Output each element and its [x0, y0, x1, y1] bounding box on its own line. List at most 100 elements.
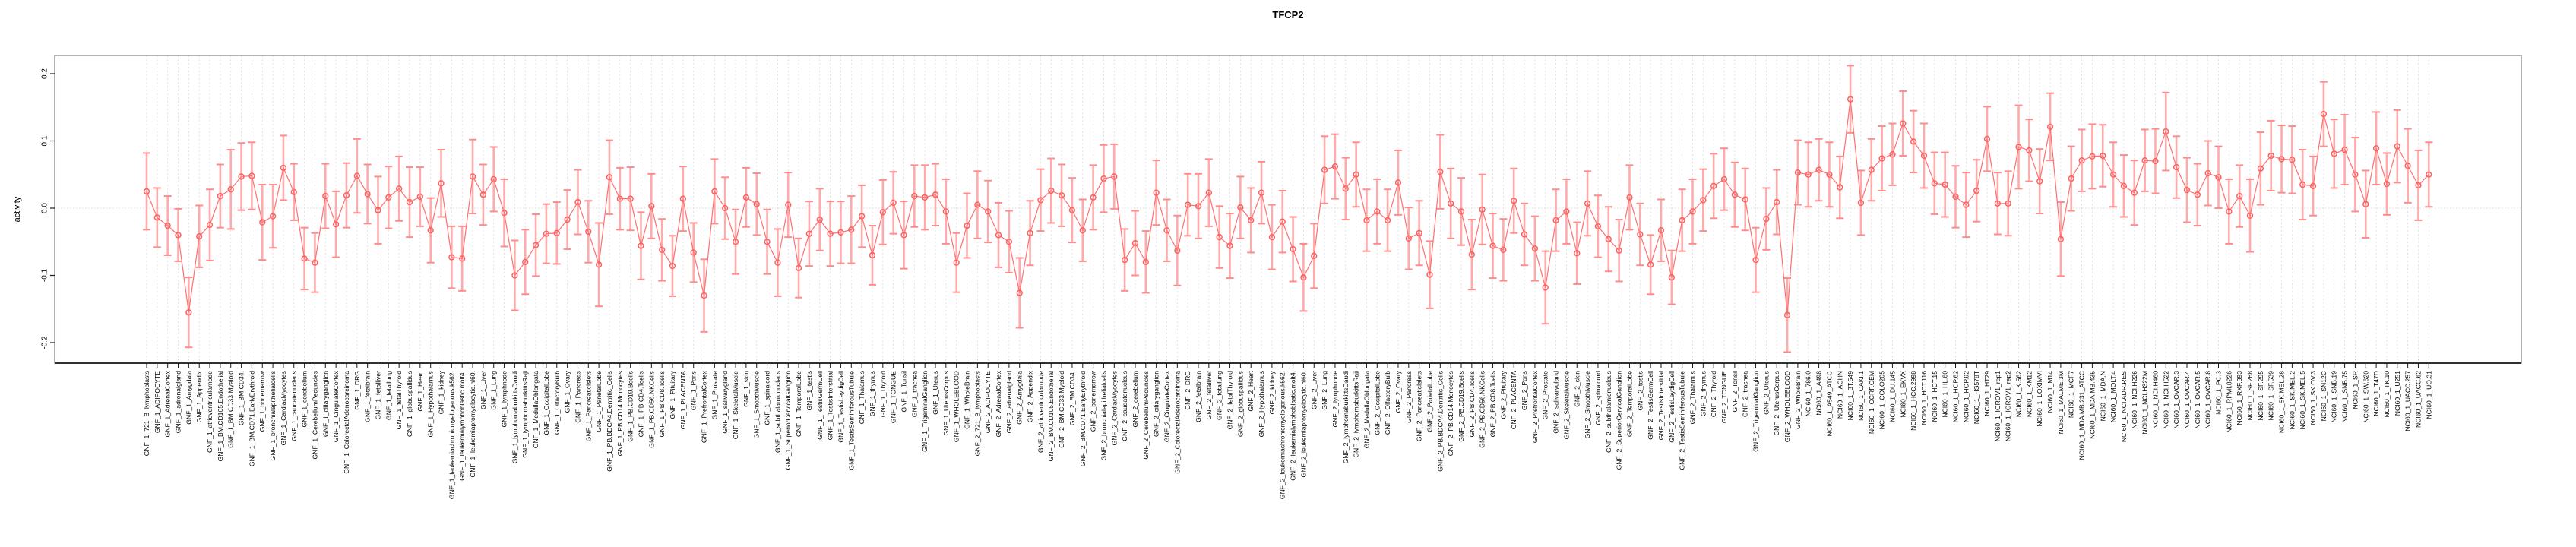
data-point-marker — [1027, 229, 1033, 236]
x-tick-label: NCI60_1_RXF.393 — [2236, 371, 2243, 425]
data-point-marker — [2204, 169, 2211, 177]
data-point-marker — [1616, 247, 1622, 254]
x-tick-label: NCI60_1_NCI.H322M — [2141, 371, 2149, 435]
data-point-marker — [2257, 165, 2264, 172]
data-point-marker — [2383, 180, 2391, 188]
x-tick-label: GNF_2_PB.BDCA4.Dentritic_Cells — [1436, 371, 1444, 472]
data-point-marker — [1805, 171, 1812, 178]
data-point-marker — [1448, 200, 1454, 207]
x-tick-label: GNF_2_PB.CD8.Tcells — [1489, 371, 1497, 437]
data-point-marker — [448, 254, 455, 261]
x-tick-label: GNF_2_testis — [1636, 371, 1644, 411]
x-tick-label: GNF_1_BM.CD105.Endothelial — [217, 371, 224, 462]
data-point-marker — [805, 230, 813, 237]
data-point-marker — [890, 199, 897, 207]
x-tick-label: NCI60_1_TK.10 — [2383, 371, 2391, 418]
data-point-marker — [501, 210, 508, 217]
data-point-marker — [659, 246, 666, 254]
data-point-marker — [2005, 200, 2011, 207]
data-point-marker — [248, 172, 255, 179]
x-tick-label: NCI60_1_SK.OV.3 — [2309, 371, 2317, 425]
panel-border-rect — [54, 55, 2522, 364]
x-tick-label: GNF_1_CardiacMyocytes — [280, 371, 287, 445]
x-tick-label: GNF_1_AdrenalCortex — [164, 370, 172, 437]
x-tick-label: GNF_2_Lung — [1321, 371, 1328, 410]
x-tick-label: NCI60_1_UACC.62 — [2414, 371, 2422, 428]
x-tick-label: GNF_1_OlfactoryBulb — [553, 371, 561, 435]
data-point-marker — [1941, 181, 1948, 188]
x-tick-label: NCI60_1_SK.MEL.5 — [2299, 371, 2306, 430]
data-point-marker — [1185, 201, 1191, 208]
x-tick-label: GNF_2_spinalcord — [1594, 371, 1602, 425]
panel-border — [54, 55, 2522, 364]
data-point-marker — [869, 251, 876, 259]
x-tick-label: GNF_2_BM.CD33.Myeloid — [1058, 371, 1065, 448]
data-point-marker — [2299, 181, 2306, 188]
x-tick-label: GNF_2_721_B_lymphoblasts — [973, 371, 981, 456]
x-tick-label: GNF_2_Uterus — [1762, 371, 1770, 415]
data-point-marker — [2426, 171, 2432, 178]
x-tick-label: GNF_1_BM.CD34. — [238, 371, 245, 425]
data-point-marker — [2100, 152, 2106, 160]
x-tick-label: GNF_2_bonemarrow — [1090, 370, 1097, 432]
data-point-marker — [1647, 261, 1654, 268]
data-point-marker — [1311, 252, 1318, 259]
data-point-marker — [2236, 192, 2243, 200]
x-tick-label: GNF_1_TestisGermCell — [816, 371, 824, 440]
x-tick-label: GNF_1_lymphnode — [501, 371, 508, 428]
x-tick-label: GNF_2_Pancreas — [1405, 371, 1413, 423]
x-tick-label: GNF_2_PB.CD4.Tcells — [1468, 371, 1476, 437]
x-tick-label: GNF_1_DRG — [353, 371, 361, 410]
x-tick-label: GNF_1_spinalcord — [764, 371, 771, 425]
data-point-marker — [2057, 236, 2065, 242]
data-point-marker — [679, 195, 686, 202]
x-tick-label: NCI60_1_BT.549 — [1847, 371, 1854, 421]
x-tick-label: GNF_1_PLACENTA — [679, 371, 687, 429]
x-tick-label: NCI60_1_CCRF.CEM — [1868, 371, 1875, 434]
x-tick-label: NCI60_1_HOP.62 — [1952, 371, 1960, 422]
x-tick-label: GNF_2_ColorectalAdenocarcinoma — [1173, 371, 1181, 474]
data-point-marker — [2415, 182, 2422, 189]
data-point-marker — [1331, 163, 1339, 170]
data-point-marker — [1457, 208, 1465, 215]
x-tick-label: GNF_2_leukemialymphoblastic.molt4. — [1290, 371, 1297, 481]
data-point-marker — [2046, 123, 2054, 131]
data-point-marker — [2404, 163, 2411, 169]
x-tick-label: GNF_1_BM.CD33.Myeloid — [227, 371, 235, 448]
data-point-marker — [2131, 189, 2138, 196]
axes: GNF_1_721_B_lymphoblasts GNF_1_ADIPOCYTE G… — [41, 68, 2521, 499]
data-point-marker — [1111, 173, 1118, 180]
data-point-marker — [816, 216, 823, 223]
data-point-marker — [574, 198, 581, 206]
x-tick-label: NCI60_1_786.0 — [1805, 371, 1812, 416]
x-tick-label: NCI60_1_T47D — [2372, 371, 2380, 416]
data-point-marker — [1374, 208, 1381, 215]
data-point-marker — [269, 213, 277, 220]
x-tick-label: GNF_1_721_B_lymphoblasts — [143, 371, 150, 456]
data-point-marker — [827, 230, 834, 237]
data-point-marker — [1153, 189, 1160, 196]
data-point-marker — [1500, 246, 1507, 254]
data-point-marker — [1605, 236, 1612, 242]
x-tick-label: GNF_2_leukemiachronicmyelogenous.k562. — [1279, 371, 1286, 499]
data-point-marker — [1037, 197, 1044, 204]
x-tick-label: NCI60_1_HCC.2998 — [1910, 371, 1917, 431]
data-point-marker — [385, 194, 392, 201]
data-point-marker — [1774, 198, 1780, 206]
x-tick-label: GNF_1_cerebellum — [301, 371, 309, 428]
data-point-marker — [1826, 171, 1833, 178]
data-point-marker — [2163, 128, 2169, 135]
data-point-marker — [1248, 217, 1255, 224]
x-tick-label: GNF_1_ColorectalAdenocarcinoma — [343, 371, 350, 474]
x-tick-label: GNF_2_Appendix — [1027, 370, 1034, 422]
x-tick-label: GNF_2_BM.CD34. — [1068, 371, 1076, 425]
x-tick-label: GNF_1_ciliaryganglion — [321, 371, 329, 437]
y-tick-label: -0.1 — [41, 268, 49, 282]
data-point-marker — [1963, 201, 1970, 208]
x-tick-label: GNF_2_CingulateCortex — [1163, 370, 1170, 442]
x-tick-label: GNF_2_ADIPOCYTE — [984, 371, 992, 433]
y-axis-label: activity — [13, 196, 22, 222]
x-tick-label: GNF_2_lymphnode — [1331, 371, 1339, 428]
